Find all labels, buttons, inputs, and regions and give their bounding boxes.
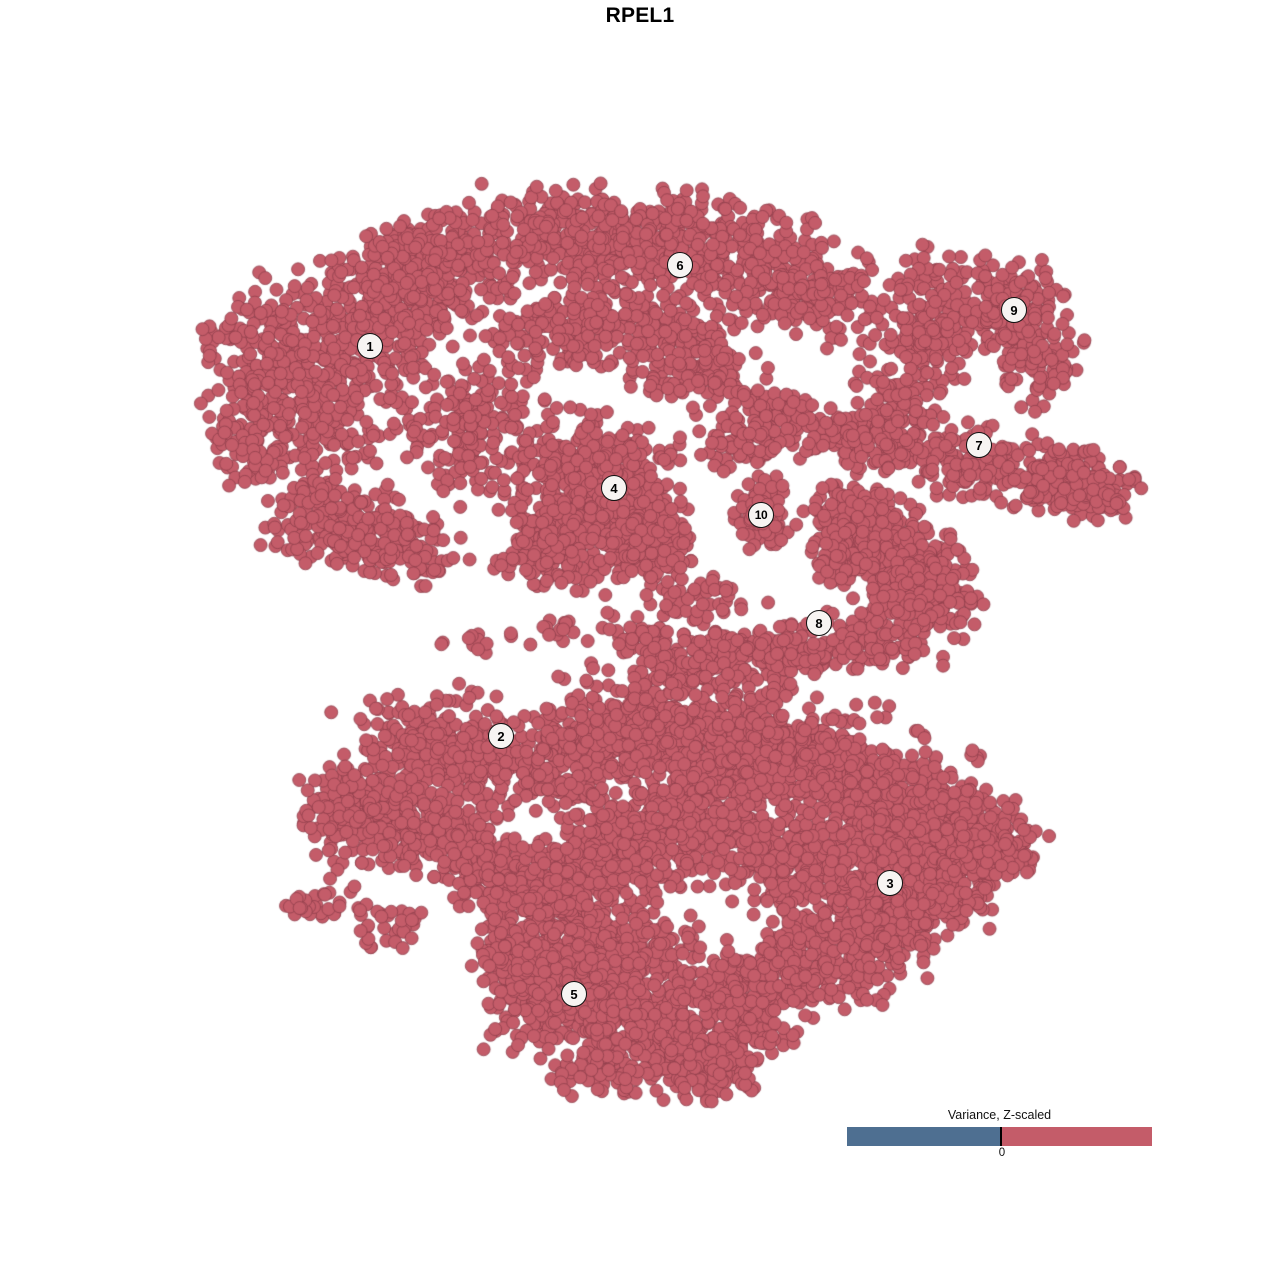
colorbar-tick-label: 0 [998,1147,1006,1159]
cluster-label-1[interactable]: 1 [357,333,383,359]
legend-title: Variance, Z-scaled [947,1108,1052,1122]
cluster-label-2[interactable]: 2 [488,723,514,749]
cluster-label-10[interactable]: 10 [748,502,774,528]
cluster-label-4[interactable]: 4 [601,475,627,501]
colorbar[interactable]: 0 [847,1127,1152,1159]
colorbar-low-segment [847,1127,1001,1146]
cluster-label-6[interactable]: 6 [667,252,693,278]
cluster-label-5[interactable]: 5 [561,981,587,1007]
colorbar-legend: Variance, Z-scaled 0 [847,1108,1152,1159]
cluster-label-8[interactable]: 8 [806,610,832,636]
cluster-label-3[interactable]: 3 [877,870,903,896]
colorbar-high-segment [1001,1127,1152,1146]
cluster-label-9[interactable]: 9 [1001,297,1027,323]
colorbar-zero-tick [1000,1127,1002,1146]
cluster-label-7[interactable]: 7 [966,432,992,458]
